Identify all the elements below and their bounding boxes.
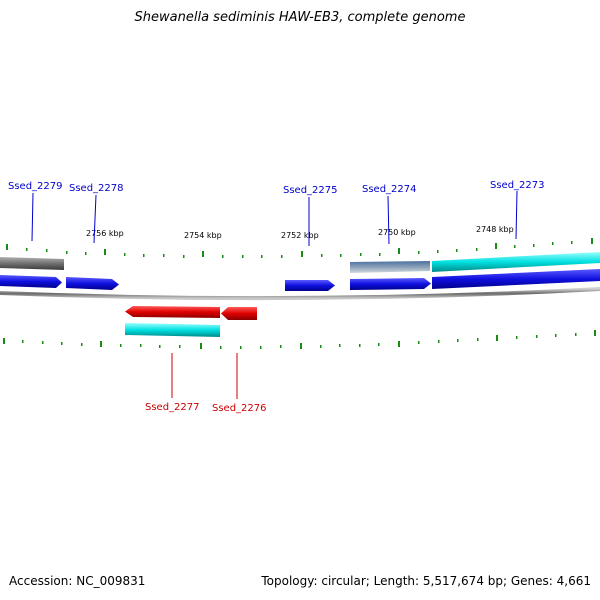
steel-feature-ssed-2274[interactable]	[350, 261, 430, 273]
accession-text: Accession: NC_009831	[9, 574, 146, 588]
genome-backbone	[0, 287, 600, 301]
forward-cds-ssed-2273[interactable]	[432, 269, 600, 289]
gene-label-ssed-2273[interactable]: Ssed_2273	[490, 180, 545, 191]
kbp-label: 2750 kbp	[378, 228, 416, 237]
gray-feature-ssed-2279[interactable]	[0, 257, 64, 270]
gene-label-ssed-2279[interactable]: Ssed_2279	[8, 181, 63, 192]
gene-label-ssed-2274[interactable]: Ssed_2274	[362, 184, 417, 195]
map-title: Shewanella sediminis HAW-EB3, complete g…	[134, 10, 466, 25]
cyan-feature-ssed-2273[interactable]	[432, 252, 600, 272]
kbp-label: 2756 kbp	[86, 229, 124, 238]
forward-cds-ssed-2275[interactable]	[285, 280, 335, 291]
kbp-label: 2754 kbp	[184, 231, 222, 240]
gene-label-ssed-2277[interactable]: Ssed_2277	[145, 402, 200, 413]
reverse-cds-ssed-2276[interactable]	[221, 307, 257, 320]
gene-label-ssed-2278[interactable]: Ssed_2278	[69, 183, 124, 194]
top-leader-lines	[31, 190, 518, 246]
reverse-cds-ssed-2277[interactable]	[125, 306, 220, 318]
cyan-feature-ssed-2277[interactable]	[125, 323, 220, 337]
genome-summary-text: Topology: circular; Length: 5,517,674 bp…	[261, 574, 591, 588]
forward-cds-ssed-2279[interactable]	[0, 275, 62, 288]
inner-tick-marks	[3, 330, 596, 349]
gene-label-ssed-2276[interactable]: Ssed_2276	[212, 403, 267, 414]
bottom-leader-lines	[171, 353, 238, 399]
gene-label-ssed-2275[interactable]: Ssed_2275	[283, 185, 338, 196]
forward-cds-ssed-2278[interactable]	[66, 277, 119, 290]
kbp-label: 2752 kbp	[281, 231, 319, 240]
kbp-label: 2748 kbp	[476, 225, 514, 234]
outer-tick-marks	[6, 238, 593, 258]
forward-cds-ssed-2274[interactable]	[350, 278, 431, 290]
